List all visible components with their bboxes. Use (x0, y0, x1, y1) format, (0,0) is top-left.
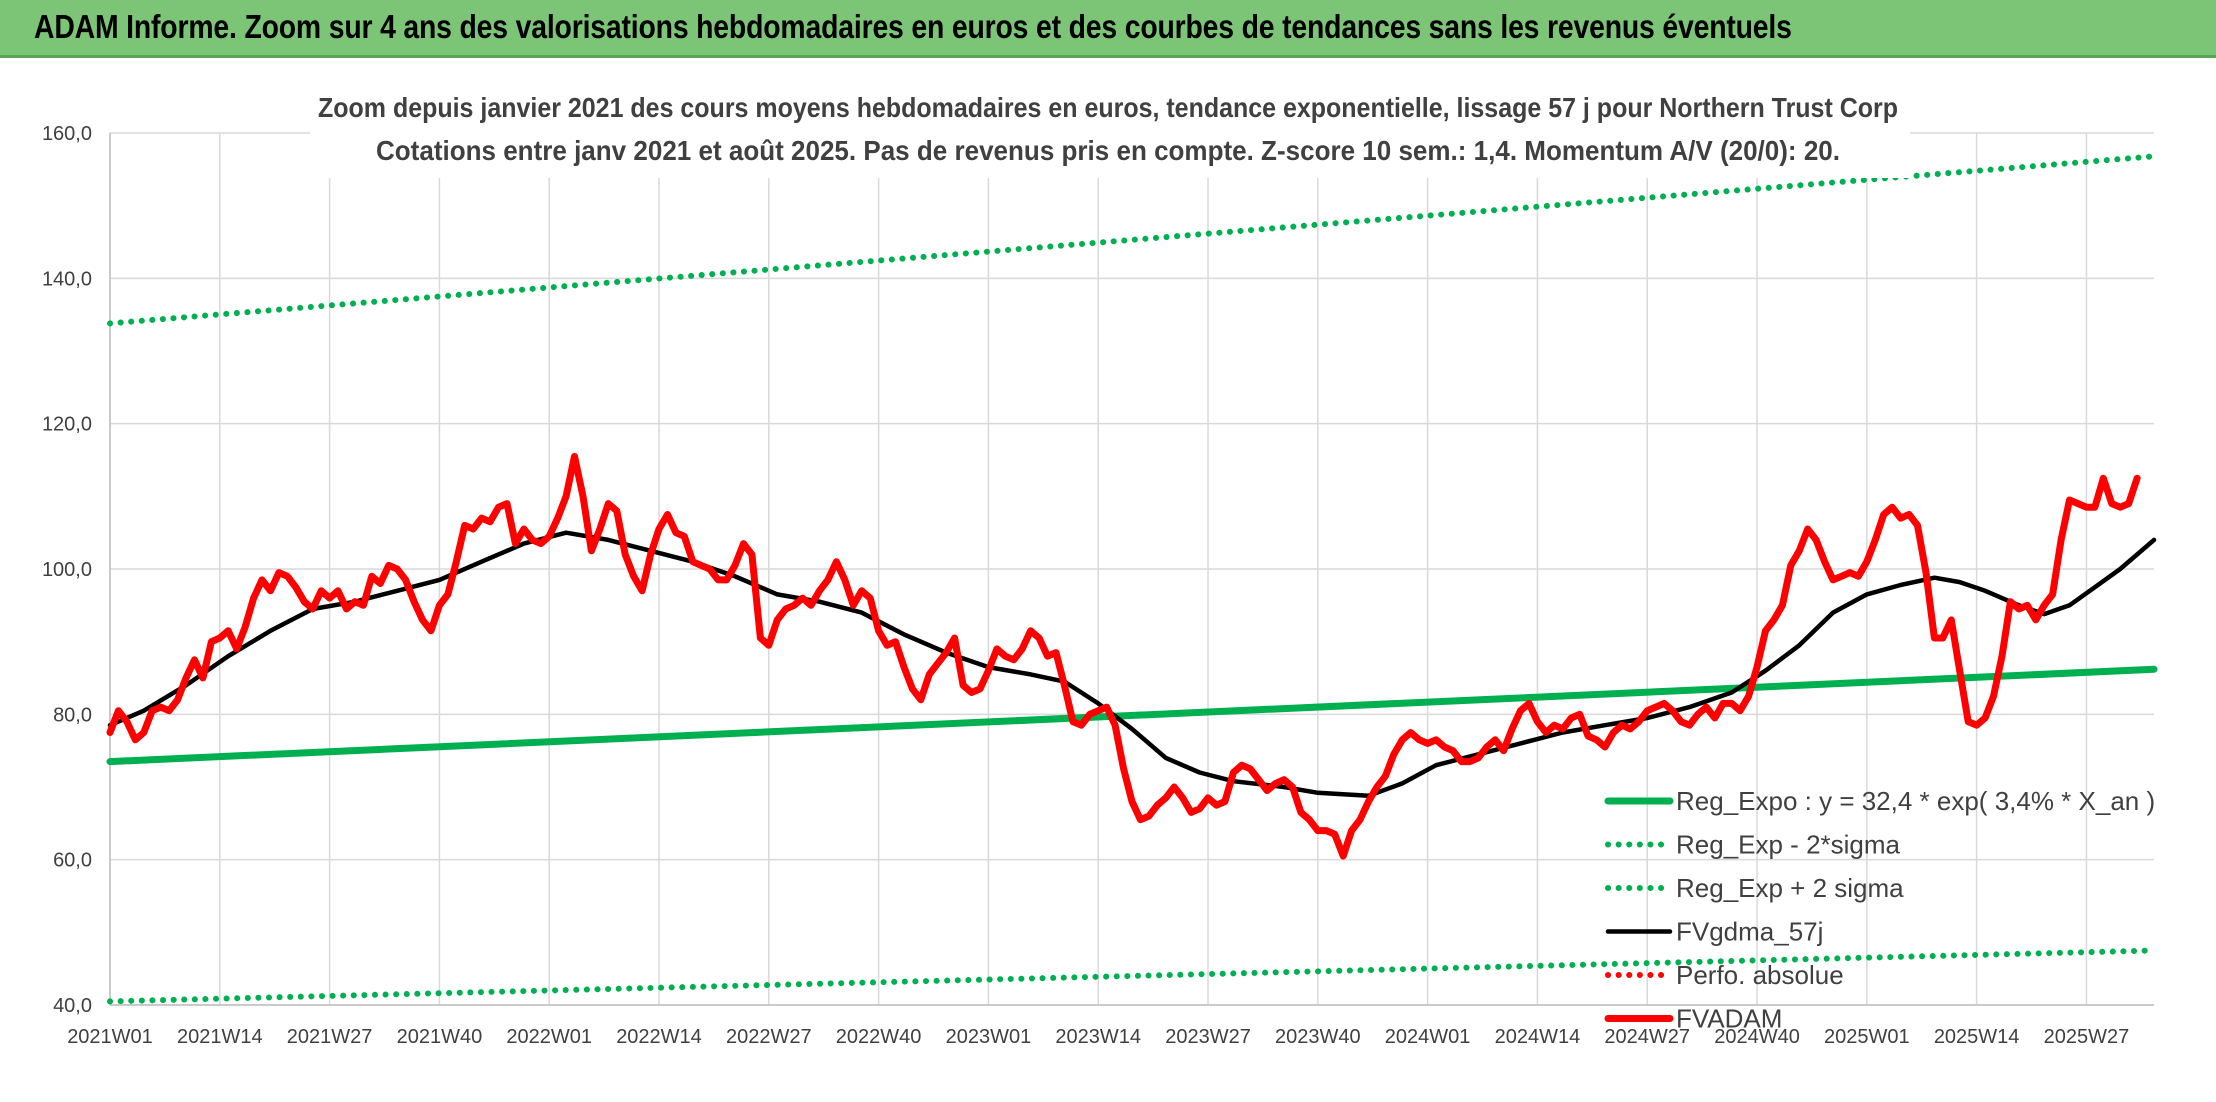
line-chart: 40,0 60,0 80,0 100,0 120,0 140,0 160,0 2021W01 2… (0, 58, 2216, 1102)
x-tick-label: 2022W01 (506, 1026, 592, 1048)
x-tick-label: 2023W01 (946, 1026, 1032, 1048)
series-line-fvadam (106, 452, 2141, 860)
x-tick-label: 2021W14 (177, 1026, 263, 1048)
legend-label-5: FVADAM (1676, 1004, 1782, 1034)
legend-label-2: Reg_Exp + 2 sigma (1676, 873, 1904, 903)
y-tick-label: 60,0 (53, 850, 92, 872)
series (106, 153, 2158, 1005)
x-tick-label: 2023W14 (1055, 1026, 1141, 1048)
grid (109, 132, 2154, 1006)
y-tick-label: 160,0 (42, 123, 92, 145)
x-tick-label: 2023W27 (1165, 1026, 1251, 1048)
y-tick-label: 140,0 (42, 268, 92, 290)
title-bar: ADAM Informe. Zoom sur 4 ans des valoris… (0, 0, 2216, 58)
legend: Reg_Expo : y = 32,4 * exp( 3,4% * X_an )… (1604, 786, 2155, 1034)
legend-label-0: Reg_Expo : y = 32,4 * exp( 3,4% * X_an ) (1676, 786, 2155, 816)
legend-label-1: Reg_Exp - 2*sigma (1676, 830, 1901, 860)
chart-title-line-2: Cotations entre janv 2021 et août 2025. … (376, 135, 1840, 166)
series-line-reg-expo-y-32-4-exp- (106, 665, 2158, 766)
y-tick-label: 120,0 (42, 414, 92, 436)
x-tick-label: 2022W14 (616, 1026, 702, 1048)
plot-background (0, 58, 2216, 1102)
chart-title-line-1: Zoom depuis janvier 2021 des cours moyen… (318, 92, 1898, 123)
x-tick-label: 2023W40 (1275, 1026, 1361, 1048)
axis-labels: 40,0 60,0 80,0 100,0 120,0 140,0 160,0 2021W01 2… (42, 123, 2129, 1048)
series-line-reg-exp-2-sigma (107, 153, 2157, 327)
page-title: ADAM Informe. Zoom sur 4 ans des valoris… (34, 8, 1792, 45)
x-tick-label: 2025W01 (1824, 1026, 1910, 1048)
x-tick-label: 2021W01 (67, 1026, 153, 1048)
y-tick-label: 40,0 (53, 995, 92, 1017)
x-tick-label: 2024W14 (1495, 1026, 1581, 1048)
legend-label-4: Perfo. absolue (1676, 960, 1844, 990)
x-tick-label: 2022W40 (836, 1026, 922, 1048)
series-line-reg-exp-2-sigma (107, 947, 2157, 1005)
subtitle-background (310, 78, 1910, 178)
series-line-fvgdma-57j (107, 530, 2157, 798)
chart-subtitle: Zoom depuis janvier 2021 des cours moyen… (310, 78, 1910, 178)
x-tick-label: 2022W27 (726, 1026, 812, 1048)
x-tick-label: 2024W40 (1714, 1026, 1800, 1048)
x-tick-label: 2021W40 (397, 1026, 483, 1048)
legend-label-3: FVgdma_57j (1676, 917, 1823, 947)
y-tick-label: 100,0 (42, 559, 92, 581)
y-tick-label: 80,0 (53, 704, 92, 726)
x-tick-label: 2025W27 (2044, 1026, 2130, 1048)
x-tick-label: 2021W27 (287, 1026, 373, 1048)
x-tick-label: 2024W27 (1604, 1026, 1690, 1048)
x-tick-label: 2024W01 (1385, 1026, 1471, 1048)
x-tick-label: 2025W14 (1934, 1026, 2020, 1048)
